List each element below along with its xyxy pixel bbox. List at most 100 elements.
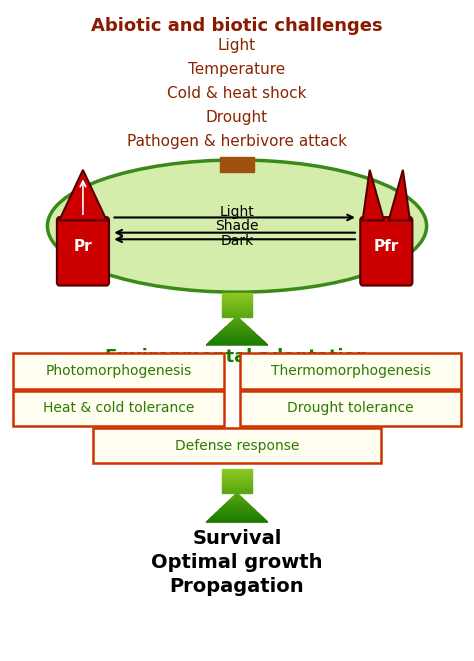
Polygon shape bbox=[221, 313, 252, 314]
Polygon shape bbox=[221, 305, 252, 307]
Polygon shape bbox=[233, 319, 241, 321]
Text: Drought: Drought bbox=[206, 110, 268, 125]
Polygon shape bbox=[221, 483, 252, 484]
Polygon shape bbox=[228, 500, 246, 501]
Text: Photomorphogenesis: Photomorphogenesis bbox=[46, 364, 191, 378]
Polygon shape bbox=[209, 341, 265, 342]
Polygon shape bbox=[221, 476, 252, 477]
Polygon shape bbox=[230, 498, 244, 500]
Polygon shape bbox=[223, 505, 251, 506]
Polygon shape bbox=[231, 321, 243, 322]
Polygon shape bbox=[206, 344, 268, 345]
Polygon shape bbox=[389, 170, 410, 220]
Polygon shape bbox=[221, 481, 252, 483]
Polygon shape bbox=[224, 327, 250, 329]
Polygon shape bbox=[221, 307, 252, 309]
Text: Defense response: Defense response bbox=[175, 438, 299, 453]
Text: Thermomorphogenesis: Thermomorphogenesis bbox=[271, 364, 431, 378]
Bar bbox=[220, 157, 254, 172]
FancyBboxPatch shape bbox=[240, 391, 461, 426]
Polygon shape bbox=[230, 322, 244, 323]
Polygon shape bbox=[227, 325, 247, 326]
Polygon shape bbox=[221, 304, 252, 305]
Text: Drought tolerance: Drought tolerance bbox=[287, 401, 414, 416]
Polygon shape bbox=[221, 475, 252, 476]
Polygon shape bbox=[228, 323, 246, 325]
Text: Shade: Shade bbox=[215, 219, 259, 233]
Polygon shape bbox=[221, 330, 252, 331]
Polygon shape bbox=[216, 512, 258, 513]
Text: Pr: Pr bbox=[73, 239, 92, 254]
Polygon shape bbox=[221, 506, 252, 508]
Polygon shape bbox=[221, 484, 252, 485]
Polygon shape bbox=[221, 299, 252, 300]
Text: Environmental adaptation: Environmental adaptation bbox=[105, 348, 369, 366]
Polygon shape bbox=[219, 509, 255, 510]
Polygon shape bbox=[221, 297, 252, 299]
Polygon shape bbox=[219, 332, 255, 333]
FancyBboxPatch shape bbox=[240, 353, 461, 389]
Polygon shape bbox=[221, 492, 252, 493]
Polygon shape bbox=[221, 471, 252, 472]
Polygon shape bbox=[221, 472, 252, 473]
Polygon shape bbox=[213, 514, 261, 516]
Polygon shape bbox=[206, 521, 268, 522]
Polygon shape bbox=[221, 296, 252, 297]
FancyBboxPatch shape bbox=[57, 217, 109, 286]
Text: Pfr: Pfr bbox=[374, 239, 399, 254]
Ellipse shape bbox=[47, 160, 427, 292]
Polygon shape bbox=[215, 513, 259, 514]
Text: Abiotic and biotic challenges: Abiotic and biotic challenges bbox=[91, 17, 383, 34]
Polygon shape bbox=[227, 501, 247, 502]
FancyBboxPatch shape bbox=[13, 391, 224, 426]
Polygon shape bbox=[209, 518, 265, 520]
Polygon shape bbox=[208, 342, 266, 344]
Polygon shape bbox=[221, 469, 252, 471]
Polygon shape bbox=[221, 301, 252, 303]
Polygon shape bbox=[221, 300, 252, 301]
Polygon shape bbox=[234, 494, 240, 496]
Polygon shape bbox=[221, 293, 252, 295]
Polygon shape bbox=[213, 337, 261, 338]
Text: Heat & cold tolerance: Heat & cold tolerance bbox=[43, 401, 194, 416]
Polygon shape bbox=[226, 326, 248, 327]
Text: Temperature: Temperature bbox=[188, 62, 286, 77]
Polygon shape bbox=[221, 477, 252, 479]
Polygon shape bbox=[221, 295, 252, 296]
Text: Survival
Optimal growth
Propagation: Survival Optimal growth Propagation bbox=[151, 529, 323, 596]
Polygon shape bbox=[221, 479, 252, 480]
Polygon shape bbox=[234, 318, 240, 319]
Polygon shape bbox=[210, 340, 264, 341]
Polygon shape bbox=[221, 311, 252, 313]
Polygon shape bbox=[218, 510, 256, 512]
Text: Dark: Dark bbox=[220, 233, 254, 248]
Polygon shape bbox=[221, 315, 252, 317]
Polygon shape bbox=[221, 314, 252, 315]
Polygon shape bbox=[220, 508, 254, 509]
Polygon shape bbox=[221, 489, 252, 490]
Polygon shape bbox=[221, 485, 252, 486]
Polygon shape bbox=[216, 334, 258, 336]
Polygon shape bbox=[221, 490, 252, 492]
Polygon shape bbox=[236, 317, 238, 318]
Polygon shape bbox=[215, 336, 259, 337]
Polygon shape bbox=[363, 170, 384, 220]
Polygon shape bbox=[212, 338, 262, 340]
Polygon shape bbox=[221, 480, 252, 481]
Polygon shape bbox=[221, 303, 252, 304]
Polygon shape bbox=[210, 517, 264, 518]
Polygon shape bbox=[212, 516, 262, 517]
Polygon shape bbox=[220, 331, 254, 332]
Text: Light: Light bbox=[218, 38, 256, 54]
FancyBboxPatch shape bbox=[360, 217, 412, 286]
Polygon shape bbox=[236, 493, 238, 494]
Polygon shape bbox=[221, 473, 252, 475]
Polygon shape bbox=[221, 486, 252, 488]
Polygon shape bbox=[218, 333, 256, 334]
Polygon shape bbox=[221, 488, 252, 489]
Polygon shape bbox=[59, 170, 107, 220]
Polygon shape bbox=[226, 502, 248, 504]
Polygon shape bbox=[223, 329, 251, 330]
FancyBboxPatch shape bbox=[93, 428, 381, 463]
Text: Cold & heat shock: Cold & heat shock bbox=[167, 86, 307, 101]
